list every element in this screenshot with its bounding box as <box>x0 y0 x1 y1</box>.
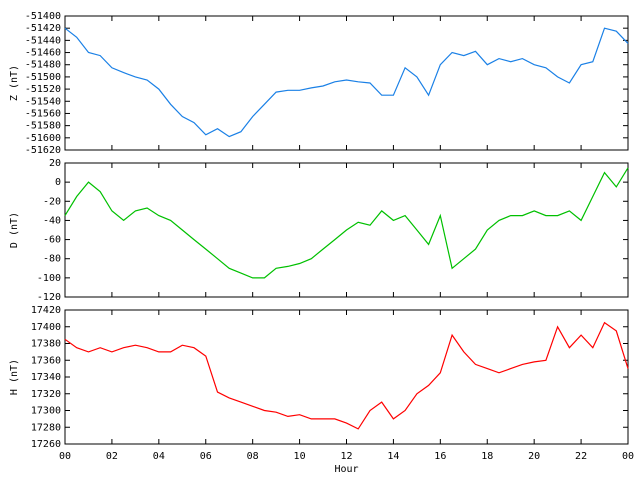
x-tick-label: 16 <box>434 451 446 462</box>
x-tick-label: 18 <box>481 451 493 462</box>
x-tick-label: 12 <box>340 451 352 462</box>
y-tick-label: -51480 <box>25 60 61 71</box>
y-tick-label: -60 <box>43 235 61 246</box>
x-axis-label: Hour <box>334 464 358 475</box>
y-tick-label: -51600 <box>25 133 61 144</box>
y-tick-label: 17360 <box>31 355 61 366</box>
y-tick-label: 20 <box>49 158 61 169</box>
x-tick-label: 00 <box>622 451 634 462</box>
x-tick-label: 22 <box>575 451 587 462</box>
y-axis-label: H (nT) <box>9 359 20 395</box>
plot-frame <box>64 309 629 445</box>
y-tick-label: 17400 <box>31 322 61 333</box>
x-tick-label: 04 <box>153 451 165 462</box>
x-tick-label: 08 <box>247 451 259 462</box>
y-tick-label: -51620 <box>25 145 61 156</box>
y-axis-label: Z (nT) <box>9 65 20 101</box>
y-tick-label: -51580 <box>25 121 61 132</box>
y-tick-label: -120 <box>37 292 61 303</box>
y-axis-label: D (nT) <box>9 212 20 248</box>
x-tick-label: 10 <box>294 451 306 462</box>
data-line <box>64 167 629 279</box>
y-tick-label: 17320 <box>31 389 61 400</box>
y-tick-label: 17380 <box>31 339 61 350</box>
y-tick-label: -51440 <box>25 35 61 46</box>
y-tick-label: -40 <box>43 215 61 226</box>
data-line <box>64 27 629 138</box>
y-tick-label: -51500 <box>25 72 61 83</box>
y-tick-label: 0 <box>55 177 61 188</box>
y-tick-label: -51520 <box>25 84 61 95</box>
y-tick-label: 17300 <box>31 406 61 417</box>
y-tick-label: -51560 <box>25 108 61 119</box>
x-tick-label: 20 <box>528 451 540 462</box>
y-tick-label: -100 <box>37 273 61 284</box>
y-tick-label: 17340 <box>31 372 61 383</box>
x-tick-label: 00 <box>59 451 71 462</box>
y-tick-label: -20 <box>43 196 61 207</box>
y-tick-label: -51540 <box>25 96 61 107</box>
plot-frame <box>64 15 629 151</box>
y-tick-label: -80 <box>43 254 61 265</box>
y-tick-label: -51400 <box>25 11 61 22</box>
y-tick-label: 17280 <box>31 422 61 433</box>
x-tick-label: 14 <box>387 451 399 462</box>
y-tick-label: -51460 <box>25 48 61 59</box>
y-tick-label: 17260 <box>31 439 61 450</box>
y-tick-label: -51420 <box>25 23 61 34</box>
x-tick-label: 02 <box>106 451 118 462</box>
y-tick-label: 17420 <box>31 305 61 316</box>
x-tick-label: 06 <box>200 451 212 462</box>
data-line <box>64 321 629 430</box>
